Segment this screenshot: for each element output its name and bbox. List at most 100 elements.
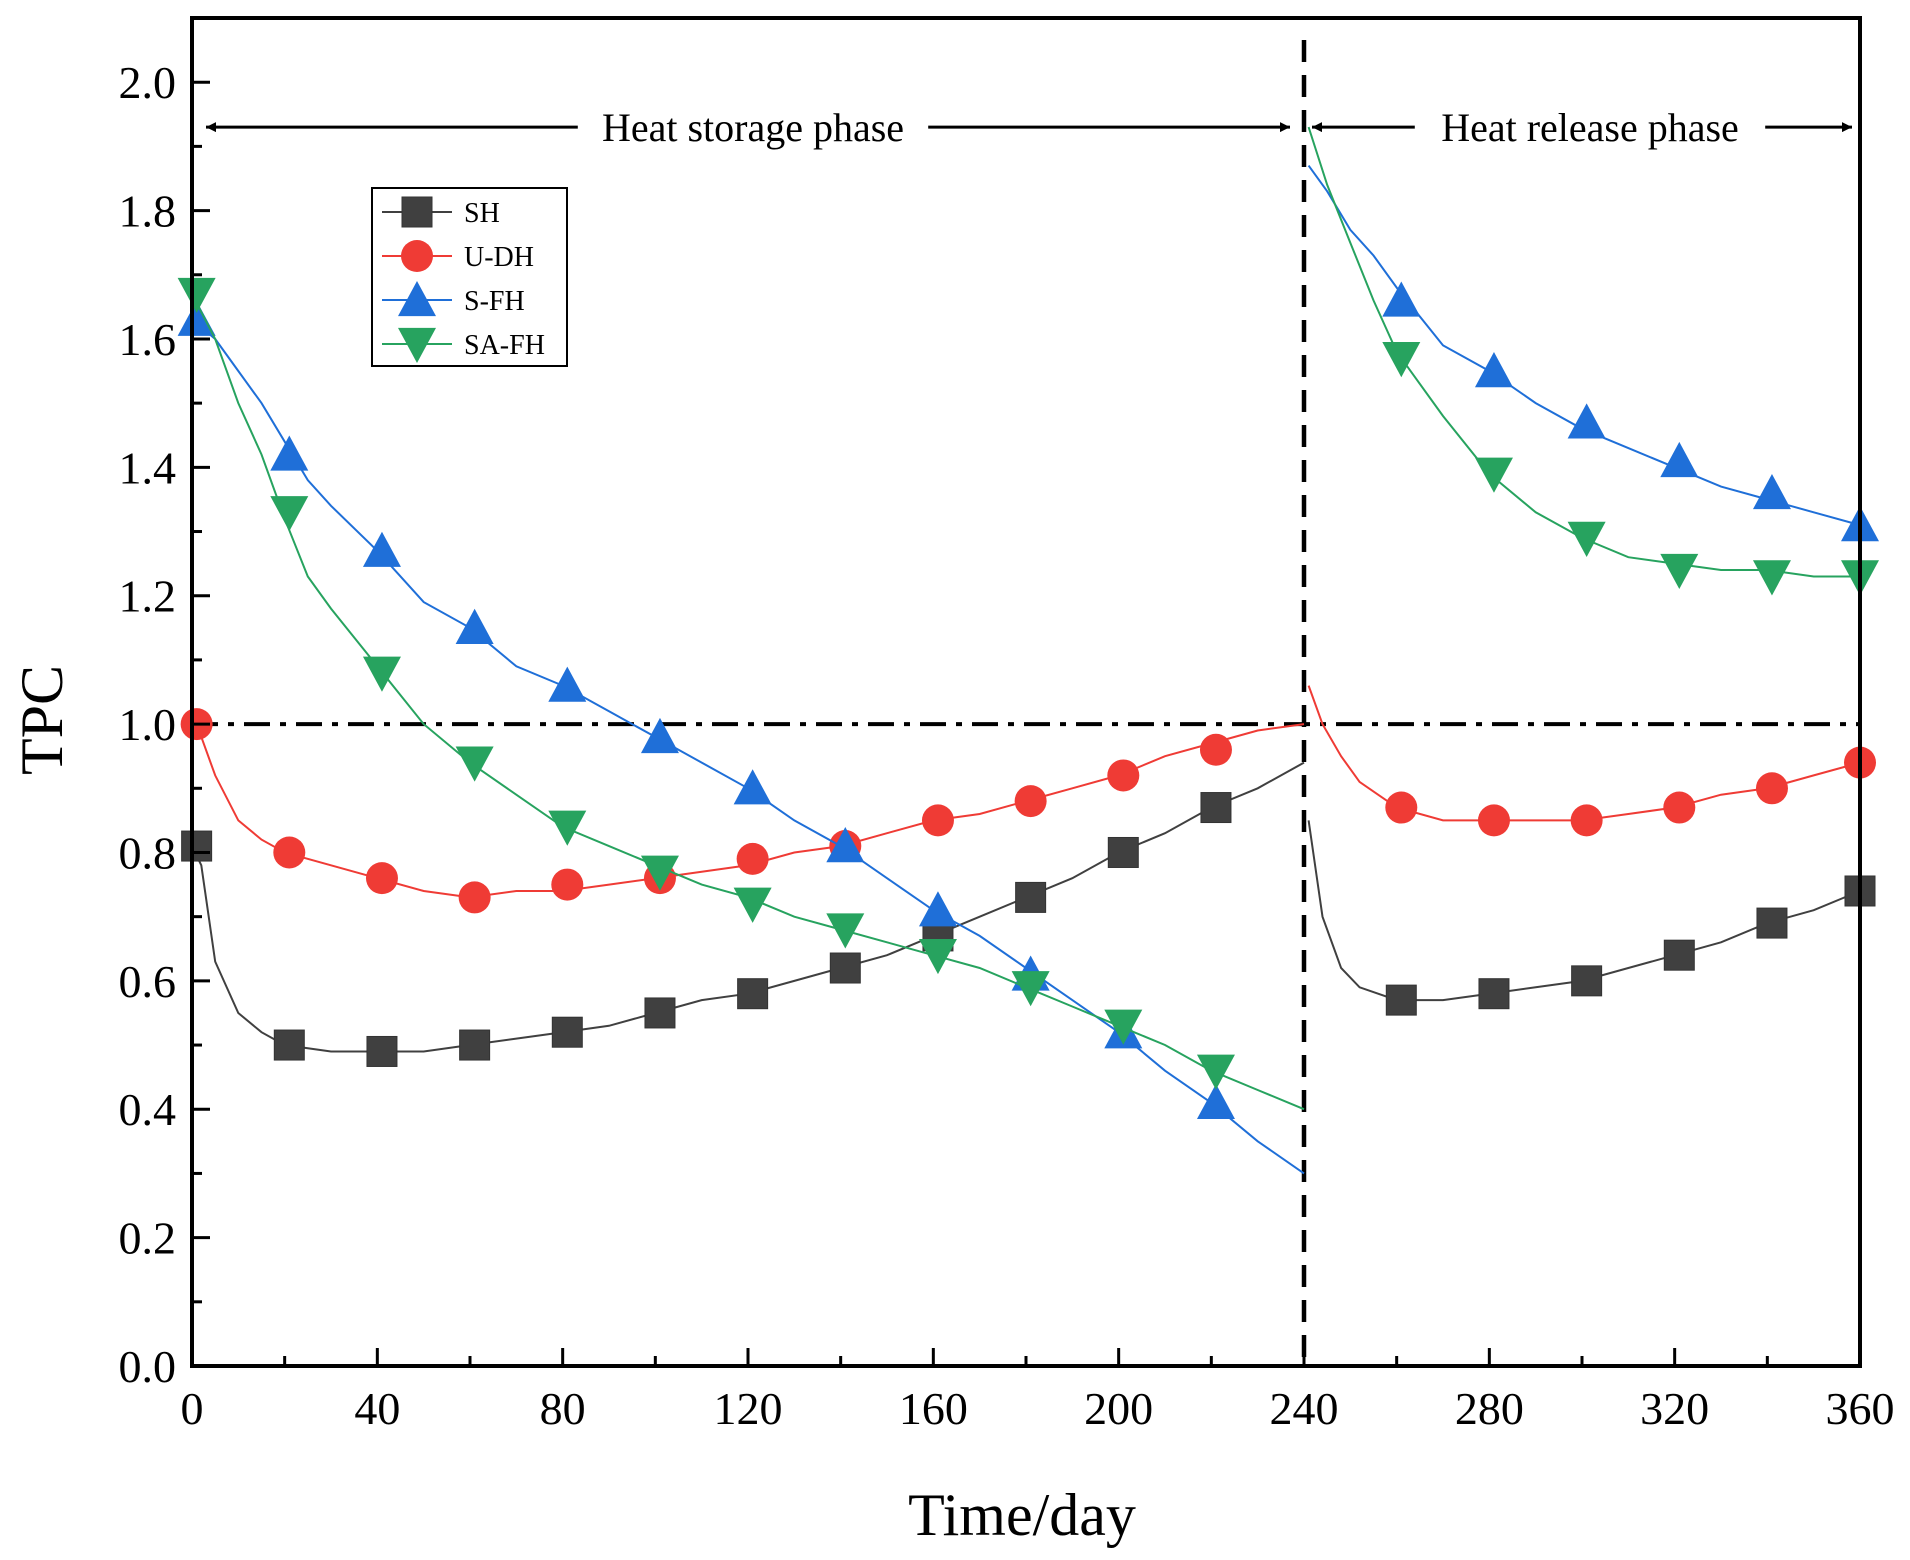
series-sa-fh xyxy=(177,126,1879,1111)
data-point-sh xyxy=(366,1035,398,1067)
data-point-s-fh xyxy=(455,608,494,644)
series-line-u-dh-segment-2 xyxy=(1307,685,1861,822)
data-point-s-fh xyxy=(1196,1083,1235,1119)
legend-item-sa-fh: SA-FH xyxy=(382,327,545,363)
x-tick-label: 80 xyxy=(540,1383,586,1434)
data-point-sh xyxy=(1663,939,1695,971)
data-point-sh xyxy=(644,997,676,1029)
data-point-sa-fh xyxy=(548,810,587,846)
data-point-s-fh xyxy=(640,717,679,754)
series-line-sa-fh-segment-2 xyxy=(1307,126,1860,578)
heat-release-phase-label: Heat release phase xyxy=(1441,105,1739,150)
series-line-sh-segment-1 xyxy=(191,761,1305,1053)
data-point-sh xyxy=(737,978,769,1010)
legend-swatch-marker xyxy=(401,240,433,272)
x-tick-label: 320 xyxy=(1640,1383,1709,1434)
legend-item-sh: SH xyxy=(382,196,500,229)
data-point-s-fh xyxy=(918,891,957,927)
data-point-sh xyxy=(829,952,861,984)
data-point-s-fh xyxy=(362,531,401,567)
data-point-s-fh xyxy=(733,769,772,805)
data-point-u-dh xyxy=(1107,759,1140,792)
data-point-s-fh xyxy=(177,300,216,336)
legend-label: SH xyxy=(464,198,500,229)
data-point-s-fh xyxy=(1474,352,1513,388)
x-tick-label: 280 xyxy=(1455,1383,1524,1434)
y-tick-label: 1.2 xyxy=(119,571,177,622)
legend-label: S-FH xyxy=(464,286,525,317)
series-line-s-fh-segment-2 xyxy=(1307,165,1861,527)
data-point-u-dh xyxy=(458,881,491,914)
data-point-u-dh xyxy=(365,862,398,895)
data-point-sh xyxy=(551,1016,583,1048)
data-point-s-fh xyxy=(826,827,865,863)
series-line-sh-segment-2 xyxy=(1307,820,1861,1002)
data-point-u-dh xyxy=(1755,772,1788,805)
data-point-sa-fh xyxy=(826,913,865,949)
data-point-u-dh xyxy=(1477,804,1510,837)
y-tick-label: 0.8 xyxy=(119,827,177,878)
y-tick-label: 0.6 xyxy=(119,956,177,1007)
data-point-sa-fh xyxy=(1752,560,1791,596)
legend-item-s-fh: S-FH xyxy=(382,281,525,317)
y-tick-label: 0.0 xyxy=(119,1341,177,1392)
y-tick-label: 1.8 xyxy=(119,186,177,237)
series-sh xyxy=(181,761,1876,1067)
data-point-sa-fh xyxy=(1011,971,1050,1007)
phase-annotations: Heat storage phase Heat release phase xyxy=(206,105,1852,150)
data-point-s-fh xyxy=(1660,441,1699,478)
data-point-u-dh xyxy=(1385,791,1418,824)
y-tick-label: 0.4 xyxy=(119,1084,177,1135)
data-point-sa-fh xyxy=(177,277,216,314)
data-point-sa-fh xyxy=(1196,1054,1235,1090)
data-point-u-dh xyxy=(736,842,769,875)
y-tick-label: 1.6 xyxy=(119,314,177,365)
data-point-s-fh xyxy=(1382,281,1421,317)
data-point-u-dh xyxy=(1570,804,1603,837)
legend-swatch-marker xyxy=(398,281,436,317)
x-tick-label: 240 xyxy=(1270,1383,1339,1434)
data-point-sa-fh xyxy=(1104,1009,1143,1045)
data-point-sh xyxy=(1756,907,1788,939)
data-point-s-fh xyxy=(1567,403,1606,439)
legend-item-u-dh: U-DH xyxy=(382,240,534,273)
series-line-sa-fh-segment-1 xyxy=(191,293,1305,1111)
data-point-u-dh xyxy=(1014,785,1047,818)
data-point-sa-fh xyxy=(1382,342,1421,378)
data-point-u-dh xyxy=(273,836,306,869)
x-tick-label: 160 xyxy=(899,1383,968,1434)
x-tick-label: 0 xyxy=(181,1383,204,1434)
y-tick-label: 0.2 xyxy=(119,1213,177,1264)
data-point-s-fh xyxy=(548,666,587,702)
data-point-sa-fh xyxy=(1474,457,1513,493)
legend-label: SA-FH xyxy=(464,330,545,361)
data-point-sa-fh xyxy=(362,656,401,692)
x-tick-label: 200 xyxy=(1084,1383,1153,1434)
data-point-sh xyxy=(1385,984,1417,1016)
series-u-dh xyxy=(180,685,1876,914)
x-tick-label: 360 xyxy=(1826,1383,1895,1434)
data-point-sa-fh xyxy=(640,855,679,891)
data-point-s-fh xyxy=(270,435,309,471)
plot-content xyxy=(177,40,1879,1366)
legend-swatch-marker xyxy=(398,327,436,363)
data-point-sa-fh xyxy=(1567,521,1606,557)
data-point-sh xyxy=(1478,978,1510,1010)
y-tick-label: 1.4 xyxy=(119,442,177,493)
data-point-u-dh xyxy=(551,868,584,901)
data-point-sh xyxy=(1107,836,1139,868)
x-axis-title: Time/day xyxy=(908,1482,1136,1548)
data-point-sh xyxy=(459,1029,491,1061)
data-point-sh xyxy=(1200,792,1232,824)
data-point-sh xyxy=(181,830,213,862)
legend-swatch-marker xyxy=(401,196,433,228)
y-tick-label: 1.0 xyxy=(119,699,177,750)
data-point-sh xyxy=(1571,965,1603,997)
data-point-sh xyxy=(273,1029,305,1061)
data-point-u-dh xyxy=(1663,791,1696,824)
legend: SH U-DH S-FH SA-FH xyxy=(371,187,568,367)
x-tick-label: 40 xyxy=(354,1383,400,1434)
x-tick-label: 120 xyxy=(714,1383,783,1434)
axes: 0 40 80 120 160 200 240 280 320 360 0.0 0.2 0.4 0.6 0.… xyxy=(119,16,1895,1434)
